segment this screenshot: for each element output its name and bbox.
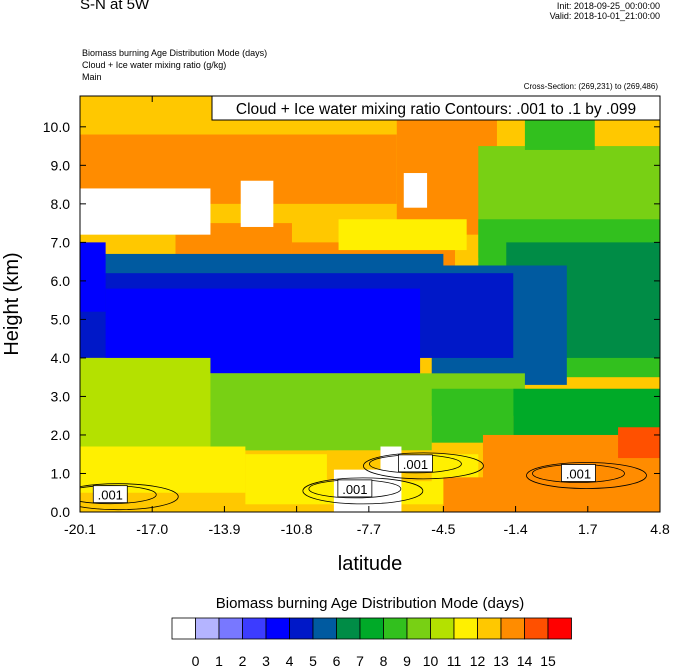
y-tick-label: 4.0 [51, 350, 71, 366]
colorbar-label-9: 9 [403, 653, 411, 668]
colorbar-label-6: 6 [333, 653, 341, 668]
y-tick-label: 0.0 [51, 504, 71, 520]
field-description-3: Main [82, 72, 102, 82]
contour-info-box: Cloud + Ice water mixing ratio Contours:… [211, 95, 661, 121]
y-axis-label: Height (km) [1, 252, 23, 355]
colorbar-label-10: 10 [423, 653, 439, 668]
init-time: Init: 2018-09-25_00:00:00 [556, 1, 660, 11]
colorbar-label-15: 15 [540, 653, 556, 668]
colorbar-swatch-9 [383, 617, 408, 640]
x-tick-label: -17.0 [136, 521, 168, 537]
colorbar-swatch-2 [218, 617, 243, 640]
valid-time: Valid: 2018-10-01_21:00:00 [549, 11, 660, 21]
axes: -20.1 -17.0 -13.9 -10.8 -7.7 -4.5 -1.4 1.7 4.8 0.… [1, 96, 670, 575]
colorbar: 0 1 2 3 4 5 6 7 8 9 10 11 12 13 14 15 [171, 617, 572, 668]
contour-lines: .001 .001 .001 .001 [80, 452, 647, 511]
field-region-5 [338, 219, 467, 251]
y-tick-label: 3.0 [51, 388, 71, 404]
x-axis-label: latitude [338, 553, 403, 575]
colorbar-label-14: 14 [517, 653, 533, 668]
field-region-24 [80, 446, 246, 493]
colorbar-swatch-13 [477, 617, 502, 640]
y-tick-label: 9.0 [51, 157, 71, 173]
x-tick-label: -7.7 [357, 521, 381, 537]
field-region-14 [403, 173, 428, 208]
field-description-1: Biomass burning Age Distribution Mode (d… [82, 48, 268, 58]
contour-info-background [211, 95, 661, 121]
x-tick-label: -1.4 [504, 521, 528, 537]
colorbar-swatch-14 [500, 617, 525, 640]
contour-label-box [92, 485, 128, 504]
contour-info-text: Cloud + Ice water mixing ratio Contours:… [236, 101, 636, 118]
x-tick-label: -4.5 [431, 521, 455, 537]
colorbar-swatch-7 [336, 617, 361, 640]
colorbar-swatch-5 [289, 617, 314, 640]
field-region-21 [210, 411, 432, 451]
colorbar-swatch-4 [265, 617, 290, 640]
contour-label-text: .001 [566, 466, 591, 481]
contour-label-text: .001 [403, 457, 428, 472]
contour-label-box [561, 464, 596, 482]
colorbar-swatch-11 [430, 617, 455, 640]
x-tick-label: -10.8 [281, 521, 313, 537]
colorbar-label-1: 1 [215, 653, 223, 668]
field-region-20 [80, 357, 211, 447]
colorbar-title: Biomass burning Age Distribution Mode (d… [215, 595, 525, 612]
contour-label-box [398, 454, 433, 473]
contour-label-3: .001 [561, 464, 596, 482]
y-tick-label: 2.0 [51, 427, 71, 443]
colorbar-label-12: 12 [470, 653, 486, 668]
field-region-22 [431, 388, 514, 443]
field-region-18 [80, 242, 106, 312]
colorbar-swatch-8 [359, 617, 384, 640]
colorbar-label-2: 2 [239, 653, 247, 668]
y-tick-label: 6.0 [51, 273, 71, 289]
field-region-28 [443, 477, 525, 512]
colorbar-swatch-16 [547, 617, 572, 640]
contour-line-outer-2 [363, 452, 484, 480]
colorbar-swatch-1 [195, 617, 220, 640]
x-tick-label: 4.8 [650, 521, 670, 537]
colorbar-swatch-6 [312, 617, 337, 640]
colorbar-swatch-0 [171, 617, 196, 640]
field-region-29 [618, 427, 660, 459]
x-tick-label: -20.1 [64, 521, 96, 537]
contour-line-outer-0 [80, 483, 179, 511]
contour-label-1: .001 [337, 479, 373, 498]
x-tick-label: 1.7 [578, 521, 598, 537]
colorbar-swatch-15 [524, 617, 549, 640]
contour-label-text: .001 [342, 482, 367, 497]
contour-line-outer-1 [302, 477, 424, 505]
colorbar-swatch-12 [453, 617, 478, 640]
contour-label-text: .001 [98, 488, 123, 503]
colorbar-label-8: 8 [380, 653, 388, 668]
colorbar-label-7: 7 [356, 653, 364, 668]
x-tick-label: -13.9 [208, 521, 240, 537]
colorbar-label-4: 4 [286, 653, 294, 668]
colorbar-label-13: 13 [493, 653, 509, 668]
colorbar-label-0: 0 [192, 653, 200, 668]
field-description-2: Cloud + Ice water mixing ratio (g/kg) [82, 60, 227, 70]
contour-label-0: .001 [92, 485, 128, 504]
contour-label-box [337, 479, 373, 498]
colorbar-label-11: 11 [447, 653, 462, 668]
colorbar-label-3: 3 [262, 653, 270, 668]
field-region-12 [80, 188, 211, 235]
cross-section-label: Cross-Section: (269,231) to (269,486) [523, 82, 658, 91]
field-region-13 [240, 180, 274, 227]
y-tick-label: 7.0 [51, 234, 71, 250]
shaded-field [80, 96, 660, 512]
colorbar-swatch-10 [406, 617, 431, 640]
y-tick-label: 1.0 [51, 465, 71, 481]
contour-label-2: .001 [398, 454, 433, 473]
y-tick-label: 5.0 [51, 311, 71, 327]
contour-line-outer-3 [526, 462, 647, 489]
y-tick-label: 10.0 [43, 119, 70, 135]
colorbar-swatch-3 [242, 617, 267, 640]
colorbar-label-5: 5 [309, 653, 317, 668]
y-tick-label: 8.0 [51, 196, 71, 212]
plot-title: S-N at 5W [80, 0, 150, 13]
